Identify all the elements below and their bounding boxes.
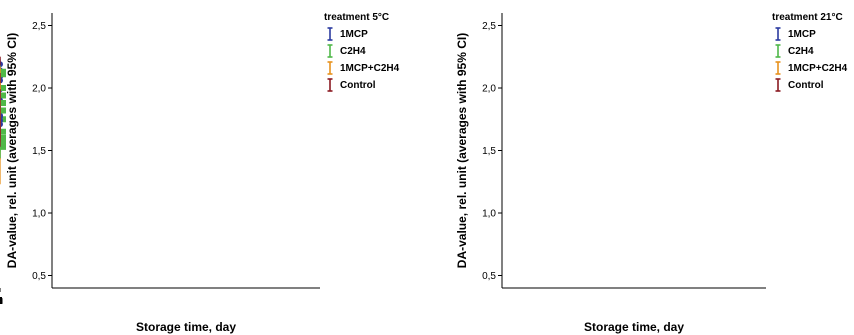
data-point xyxy=(0,143,6,150)
y-tick-label: 1,0 xyxy=(482,209,496,220)
legend-label: Control xyxy=(788,80,824,91)
x-tick-label: 6 xyxy=(0,296,3,307)
x-tick-label: 9 xyxy=(0,296,3,307)
series-c2h4 xyxy=(0,65,6,158)
legend-label: 1MCP xyxy=(340,29,368,40)
y-tick-label: 1,5 xyxy=(482,146,496,157)
legend-label: C2H4 xyxy=(788,46,814,57)
y-tick-label: 2,0 xyxy=(32,84,46,95)
y-tick-label: 0,5 xyxy=(32,271,46,282)
y-tick-label: 1,0 xyxy=(32,209,46,220)
y-tick-label: 2,5 xyxy=(482,21,496,32)
x-tick-label: 4 xyxy=(0,296,3,307)
y-tick-label: 1,5 xyxy=(32,146,46,157)
x-tick-label: 2 xyxy=(0,296,3,307)
data-point xyxy=(0,117,3,124)
data-point xyxy=(0,85,6,91)
data-point xyxy=(0,92,6,99)
data-point xyxy=(0,77,3,84)
x-tick-label: 4 xyxy=(0,296,3,307)
legend: treatment 5°C 1MCP C2H4 1MCP+C2H4 Control xyxy=(324,12,400,92)
y-tick-label: 0,5 xyxy=(482,271,496,282)
data-point xyxy=(0,107,6,114)
x-tick-label: 0 xyxy=(0,296,3,307)
x-tick-label: 3 xyxy=(0,296,3,307)
data-point xyxy=(0,128,6,135)
x-axis-title: Storage time, day xyxy=(136,320,236,334)
chart-1: 0,5 1,0 1,5 2,0 2,5 01234689 Storage time, day… xyxy=(0,12,400,334)
legend-title: treatment 21°C xyxy=(772,12,843,23)
chart-2: 0,5 1,0 1,5 2,0 2,5 012345 Storage time, day DA… xyxy=(0,12,848,334)
y-tick-label: 2,0 xyxy=(482,84,496,95)
x-axis-title: Storage time, day xyxy=(584,320,684,334)
data-point xyxy=(0,100,6,106)
legend-label: 1MCP+C2H4 xyxy=(340,63,400,74)
legend-label: 1MCP xyxy=(788,29,816,40)
legend-label: C2H4 xyxy=(340,46,366,57)
data-point xyxy=(0,137,6,144)
data-point xyxy=(0,116,6,123)
x-tick-label: 8 xyxy=(0,296,3,307)
y-axis-title: DA-value, rel. unit (averages with 95% C… xyxy=(455,33,469,268)
legend-label: 1MCP+C2H4 xyxy=(788,63,848,74)
legend: treatment 21°C 1MCP C2H4 1MCP+C2H4 Control xyxy=(772,12,848,92)
x-tick-label: 1 xyxy=(0,296,3,307)
y-axis-title: DA-value, rel. unit (averages with 95% C… xyxy=(5,33,19,268)
legend-title: treatment 5°C xyxy=(324,12,389,23)
x-tick-label: 3 xyxy=(0,296,3,307)
data-point xyxy=(0,68,6,75)
x-tick-label: 0 xyxy=(0,296,3,307)
legend-label: Control xyxy=(340,80,376,91)
x-tick-label: 1 xyxy=(0,296,3,307)
x-tick-label: 2 xyxy=(0,296,3,307)
x-tick-label: 5 xyxy=(0,296,3,307)
data-point xyxy=(0,61,3,68)
y-tick-label: 2,5 xyxy=(32,21,46,32)
